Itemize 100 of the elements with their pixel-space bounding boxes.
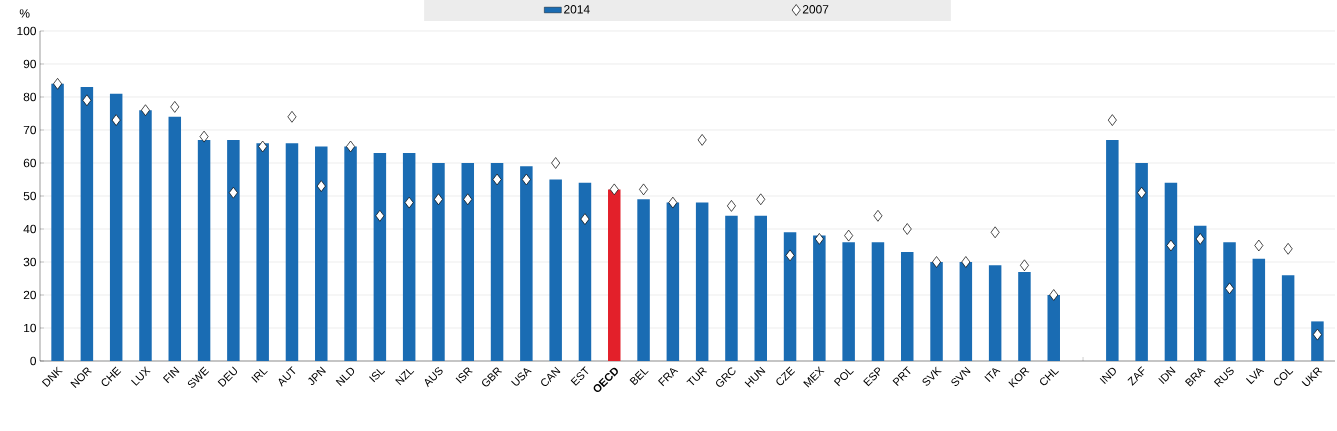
point <box>902 223 912 235</box>
point <box>1137 186 1147 199</box>
point <box>1312 328 1322 341</box>
point <box>1254 239 1264 252</box>
x-tick-label: TUR <box>686 367 708 386</box>
bar <box>930 262 943 361</box>
y-tick-label: 20 <box>23 290 37 300</box>
y-tick-label: 60 <box>23 158 37 168</box>
bar <box>842 242 855 361</box>
point <box>111 114 121 126</box>
bar <box>1223 242 1236 361</box>
point <box>346 140 356 153</box>
y-tick-label: 50 <box>23 191 37 201</box>
point <box>1107 114 1117 126</box>
y-tick-label: 40 <box>23 224 37 234</box>
y-tick-label: 0 <box>30 356 37 366</box>
bar <box>256 143 269 361</box>
bar <box>1252 258 1266 361</box>
point <box>82 94 92 107</box>
point <box>228 186 238 199</box>
point <box>492 173 502 186</box>
x-tick-label: FRA <box>658 368 679 387</box>
point <box>697 134 707 146</box>
point <box>756 193 766 206</box>
bar <box>520 166 533 361</box>
bar <box>490 163 504 361</box>
point <box>932 256 941 268</box>
point <box>814 233 824 245</box>
bar <box>871 242 885 361</box>
bar <box>373 153 387 361</box>
x-tick-label: ISR <box>455 367 473 384</box>
bar <box>578 182 592 361</box>
bar <box>168 116 182 361</box>
y-tick-label: 90 <box>23 59 37 69</box>
x-tick-label: IDN <box>1158 366 1176 384</box>
point <box>1166 239 1176 252</box>
bar <box>461 163 475 361</box>
point <box>990 226 1000 239</box>
point <box>551 157 561 169</box>
point <box>316 180 326 192</box>
y-tick-label: 70 <box>23 125 37 135</box>
bar <box>432 163 445 361</box>
point <box>785 249 795 262</box>
y-tick-label: 10 <box>24 323 37 333</box>
point <box>1019 259 1029 272</box>
bar <box>197 139 211 361</box>
y-tick-label: 30 <box>23 257 37 267</box>
x-tick-label: NZL <box>395 368 415 386</box>
point <box>521 173 531 186</box>
bar <box>959 262 973 361</box>
y-tick-label: 80 <box>23 92 37 102</box>
point <box>1195 233 1205 245</box>
point <box>404 196 414 209</box>
bar <box>783 232 797 361</box>
point <box>580 213 590 225</box>
x-tick-label: BEL <box>629 368 649 386</box>
x-tick-label: IND <box>1099 367 1116 384</box>
point <box>375 209 385 222</box>
x-tick-label: FIN <box>162 366 180 384</box>
bar <box>402 153 416 361</box>
legend-label: 2007 <box>802 5 829 14</box>
point <box>170 101 180 113</box>
bar <box>1193 225 1207 361</box>
x-tick-label: USA <box>511 368 532 386</box>
bar <box>988 265 1002 361</box>
bar <box>1135 163 1148 361</box>
point <box>726 200 736 212</box>
bar <box>695 202 709 361</box>
x-tick-label: COL <box>1273 369 1294 386</box>
point <box>844 229 854 242</box>
point <box>1049 289 1059 301</box>
bar <box>80 87 94 361</box>
point <box>961 256 971 268</box>
x-tick-label: ISL <box>369 369 386 383</box>
point <box>53 77 63 90</box>
bar <box>109 93 123 361</box>
point <box>1283 242 1293 255</box>
bar <box>51 83 64 361</box>
point <box>199 130 209 143</box>
x-tick-label: LVA <box>1245 368 1265 385</box>
x-tick-label: IRL <box>251 368 268 383</box>
bar <box>1281 275 1295 361</box>
point <box>463 193 473 206</box>
bar <box>666 202 680 361</box>
bar <box>725 215 738 361</box>
point <box>609 183 619 196</box>
x-tick-label: ITA <box>984 368 1001 383</box>
bar <box>285 143 299 361</box>
point <box>287 110 297 123</box>
point <box>873 209 883 222</box>
bar <box>900 252 914 361</box>
legend-label: 2014 <box>564 5 590 14</box>
y-tick-label: 100 <box>17 26 37 36</box>
bar <box>227 139 240 361</box>
bar <box>549 179 562 361</box>
bar <box>813 235 826 361</box>
bar <box>637 199 650 361</box>
point <box>668 196 678 209</box>
bar <box>344 146 357 361</box>
y-axis-title: % <box>19 9 30 18</box>
